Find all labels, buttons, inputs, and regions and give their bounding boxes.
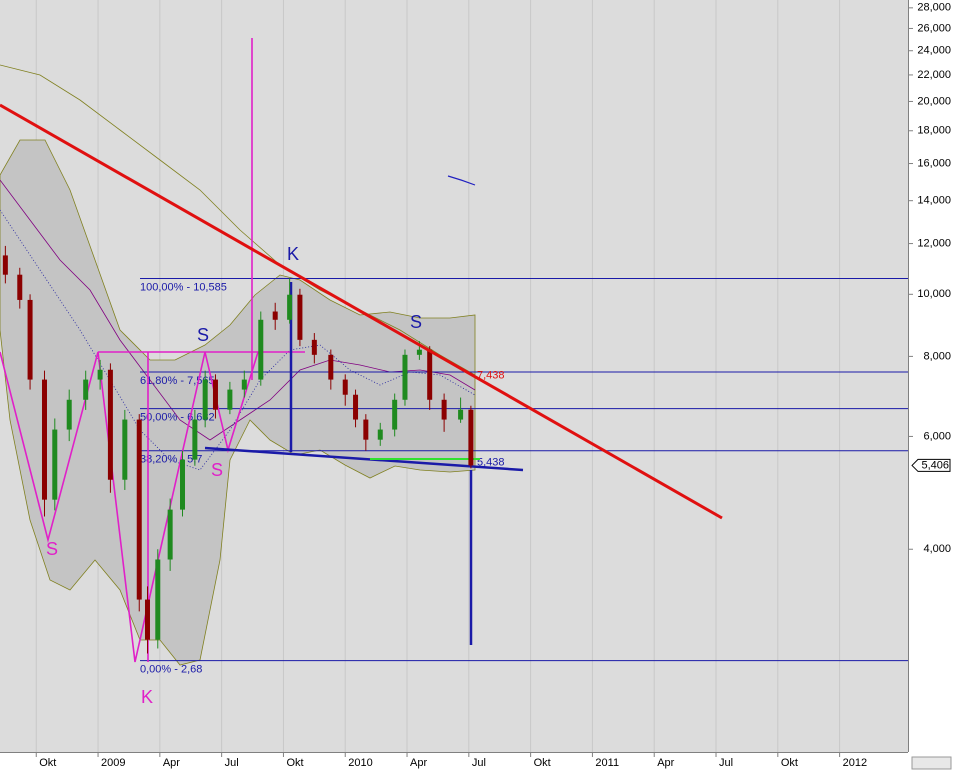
candle-body — [441, 399, 447, 420]
x-tick-label: Apr — [163, 757, 180, 769]
candle-body — [392, 399, 398, 430]
last-price-box — [911, 458, 951, 472]
y-tick-label: 6,000 — [923, 430, 951, 442]
candle-body — [167, 509, 173, 560]
candle-body — [241, 379, 247, 390]
x-tick-label: Okt — [781, 757, 798, 769]
candle-body — [342, 379, 348, 395]
candle-body — [2, 255, 8, 275]
candle-body — [27, 299, 33, 380]
y-tick-label: 10,000 — [917, 288, 951, 300]
candle-body — [122, 419, 128, 480]
candle-body — [363, 419, 369, 440]
y-tick-label: 18,000 — [917, 125, 951, 137]
candle-body — [41, 379, 47, 500]
x-tick-label: Okt — [39, 757, 56, 769]
annotation: K — [287, 244, 299, 264]
candle-body — [377, 429, 383, 440]
fib-label: 0,00% - 2,68 — [140, 664, 202, 676]
candle-body — [227, 389, 233, 410]
candle-body — [353, 394, 359, 420]
y-tick-label: 28,000 — [917, 2, 951, 14]
y-tick-label: 4,000 — [923, 543, 951, 555]
candle-body — [192, 419, 198, 460]
x-tick-label: Okt — [286, 757, 303, 769]
x-tick-label: 2011 — [595, 757, 619, 769]
y-tick-label: 22,000 — [917, 69, 951, 81]
candle-body — [427, 349, 433, 400]
candle-body — [258, 319, 264, 380]
candle-body — [202, 379, 208, 420]
fib-label: 100,00% - 10,585 — [140, 281, 227, 293]
candle-body — [66, 399, 72, 430]
y-tick-label: 20,000 — [917, 95, 951, 107]
scroll-control[interactable] — [911, 756, 952, 770]
candle-body — [17, 274, 23, 300]
candle-body — [52, 429, 58, 500]
x-tick-label: Apr — [410, 757, 427, 769]
candles — [2, 245, 474, 654]
y-tick-label: 12,000 — [917, 237, 951, 249]
annotation: S — [410, 312, 422, 332]
candle-body — [328, 354, 334, 380]
candle-body — [468, 409, 474, 466]
candle-body — [144, 599, 150, 640]
x-tick-label: 2009 — [101, 757, 125, 769]
axes: Okt 2009 Apr Jul Okt 2010 Apr Jul Okt 2011 Apr Jul O… — [35, 2, 951, 769]
band — [0, 139, 476, 666]
candle-body — [212, 379, 218, 410]
x-tick-label: Okt — [534, 757, 551, 769]
moving-average — [0, 64, 476, 376]
annotation: S — [46, 539, 58, 559]
fib-label: 38,20% - 5,7 — [140, 454, 202, 466]
annotation: S — [211, 460, 223, 480]
x-tick-label: Apr — [657, 757, 674, 769]
trend-line — [0, 103, 723, 520]
candle-body — [311, 339, 317, 355]
x-axis-panel — [0, 752, 953, 772]
neckline — [204, 446, 524, 472]
candle-body — [402, 354, 408, 400]
price-label: 5,438 — [477, 457, 505, 469]
x-tick-label: 2012 — [843, 757, 867, 769]
moving-average — [0, 179, 476, 441]
x-tick-label: Jul — [225, 757, 239, 769]
annotation: S — [197, 325, 209, 345]
x-tick-label: Jul — [472, 757, 486, 769]
y-axis-panel — [908, 0, 953, 752]
y-tick-label: 14,000 — [917, 195, 951, 207]
candle-body — [107, 369, 113, 480]
moving-average — [0, 209, 476, 471]
y-tick-label: 8,000 — [923, 350, 951, 362]
candle-body — [136, 419, 142, 600]
y-tick-label: 16,000 — [917, 157, 951, 169]
stray-line — [447, 175, 476, 186]
candle-body — [458, 409, 464, 420]
y-tick-label: 24,000 — [917, 45, 951, 57]
candle-body — [272, 311, 278, 320]
candle-body — [287, 294, 293, 320]
annotation: K — [141, 687, 153, 707]
price-label: 7,438 — [477, 370, 505, 382]
candle-body — [155, 559, 161, 640]
candle-body — [297, 294, 303, 340]
fib-label: 61,80% - 7,565 — [140, 375, 215, 387]
candle-body — [180, 459, 186, 510]
candle-body — [83, 379, 89, 400]
candle-body — [97, 369, 103, 380]
x-tick-label: Jul — [719, 757, 733, 769]
x-tick-label: 2010 — [348, 757, 372, 769]
last-price-label: 5,406 — [921, 459, 949, 471]
candle-body — [416, 349, 422, 355]
y-tick-label: 26,000 — [917, 22, 951, 34]
